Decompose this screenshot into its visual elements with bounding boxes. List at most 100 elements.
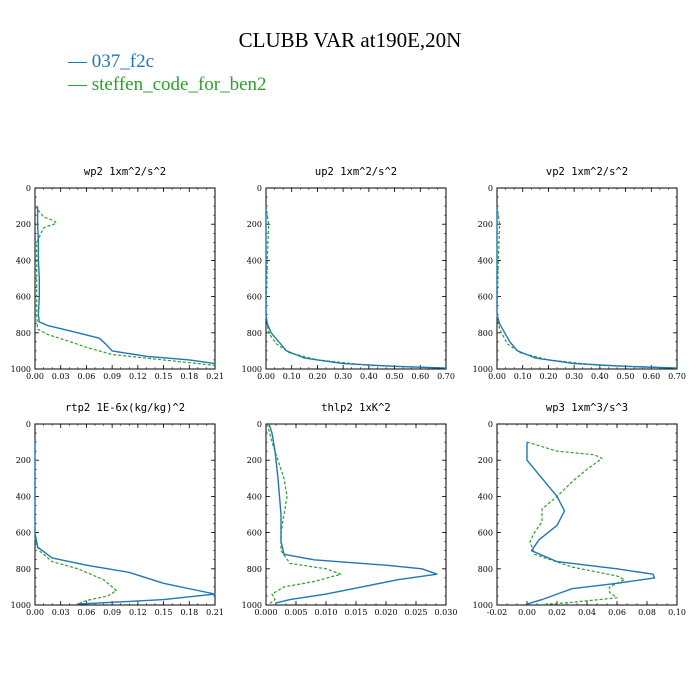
x-tick-label: 0.20 xyxy=(540,372,558,381)
legend-item-1: — steffen_code_for_ben2 xyxy=(68,74,267,95)
x-tick-label: 0.70 xyxy=(437,372,455,381)
series-line-0 xyxy=(265,206,447,369)
x-tick-label: 0.00 xyxy=(488,372,506,381)
y-tick-label: 200 xyxy=(247,456,262,465)
legend: — 037_f2c — steffen_code_for_ben2 xyxy=(68,50,267,96)
y-tick-label: 1000 xyxy=(11,601,31,610)
x-tick-label: 0.04 xyxy=(578,608,596,617)
y-tick-label: 200 xyxy=(247,220,262,229)
series-line-1 xyxy=(34,442,117,605)
x-tick-label: 0.030 xyxy=(435,608,458,617)
series-line-1 xyxy=(526,441,626,606)
x-tick-label: 0.60 xyxy=(642,372,660,381)
y-tick-label: 600 xyxy=(478,293,493,302)
x-tick-label: 0.15 xyxy=(155,372,173,381)
subplot-title: rtp2 1E-6x(kg/kg)^2 xyxy=(65,402,185,414)
x-tick-label: 0.00 xyxy=(26,372,44,381)
subplot-3: rtp2 1E-6x(kg/kg)^2 0.00 0.03 0.06 0.09 0.12 0… xyxy=(11,402,224,617)
y-tick-label: 1000 xyxy=(11,365,31,374)
x-tick-label: 0.40 xyxy=(591,372,609,381)
y-tick-label: 0 xyxy=(26,184,31,193)
x-tick-label: 0.30 xyxy=(334,372,352,381)
y-tick-label: 600 xyxy=(478,529,493,538)
y-tick-label: 600 xyxy=(247,293,262,302)
x-tick-label: 0.50 xyxy=(386,372,404,381)
y-tick-label: 0 xyxy=(257,184,262,193)
x-tick-label: 0.20 xyxy=(309,372,327,381)
x-tick-label: 0.15 xyxy=(155,608,173,617)
x-tick-label: 0.08 xyxy=(638,608,656,617)
y-tick-label: 600 xyxy=(247,529,262,538)
plot-frame xyxy=(34,187,216,370)
y-tick-label: 800 xyxy=(247,565,262,574)
series-line-1 xyxy=(266,423,342,605)
x-tick-label: 0.00 xyxy=(257,372,275,381)
y-tick-label: 400 xyxy=(247,492,262,501)
y-tick-label: 400 xyxy=(16,492,31,501)
x-tick-label: 0.005 xyxy=(285,608,308,617)
y-tick-label: 1000 xyxy=(473,601,493,610)
y-tick-label: 400 xyxy=(478,492,493,501)
figure-title: CLUBB VAR at190E,20N xyxy=(238,28,462,52)
x-tick-label: 0.025 xyxy=(405,608,428,617)
x-tick-label: 0.21 xyxy=(206,608,224,617)
y-tick-label: 800 xyxy=(16,565,31,574)
x-tick-label: 0.015 xyxy=(345,608,368,617)
y-tick-label: 1000 xyxy=(473,365,493,374)
x-tick-label: 0.18 xyxy=(180,372,198,381)
x-tick-label: 0.60 xyxy=(411,372,429,381)
x-tick-label: 0.00 xyxy=(518,608,536,617)
x-tick-label: 0.09 xyxy=(103,372,121,381)
series-line-0 xyxy=(34,442,216,605)
x-tick-label: 0.10 xyxy=(668,608,686,617)
series-line-0 xyxy=(496,206,678,369)
x-tick-label: 0.09 xyxy=(103,608,121,617)
y-tick-label: 600 xyxy=(16,293,31,302)
subplot-title: thlp2 1xK^2 xyxy=(321,402,391,414)
y-tick-label: 400 xyxy=(247,256,262,265)
x-tick-label: 0.30 xyxy=(565,372,583,381)
legend-label-1: steffen_code_for_ben2 xyxy=(91,74,267,95)
y-tick-label: 400 xyxy=(478,256,493,265)
x-tick-label: 0.10 xyxy=(514,372,532,381)
plot-frame xyxy=(34,423,216,606)
x-tick-label: 0.50 xyxy=(617,372,635,381)
x-tick-label: 0.03 xyxy=(52,372,70,381)
x-tick-label: 0.70 xyxy=(668,372,686,381)
x-tick-label: 0.18 xyxy=(180,608,198,617)
x-tick-label: 0.06 xyxy=(608,608,626,617)
y-tick-label: 0 xyxy=(26,420,31,429)
x-tick-label: 0.10 xyxy=(283,372,301,381)
y-tick-label: 800 xyxy=(247,329,262,338)
series-line-1 xyxy=(34,205,216,366)
plot-frame xyxy=(265,187,447,370)
plot-frame xyxy=(265,423,447,606)
y-tick-label: 1000 xyxy=(242,365,262,374)
y-tick-label: 200 xyxy=(16,456,31,465)
x-tick-label: 0.12 xyxy=(129,608,147,617)
y-tick-label: 800 xyxy=(478,565,493,574)
subplot-1: up2 1xm^2/s^2 0.00 0.10 0.20 0.30 0.40 0.50 0.6… xyxy=(242,166,455,381)
subplot-2: vp2 1xm^2/s^2 0.00 0.10 0.20 0.30 0.40 0.50 0.6… xyxy=(473,166,686,381)
x-tick-label: 0.010 xyxy=(315,608,338,617)
y-tick-label: 1000 xyxy=(242,601,262,610)
y-tick-label: 800 xyxy=(16,329,31,338)
y-tick-label: 800 xyxy=(478,329,493,338)
y-tick-label: 0 xyxy=(257,420,262,429)
series-line-0 xyxy=(526,442,656,605)
x-tick-label: 0.40 xyxy=(360,372,378,381)
subplot-title: up2 1xm^2/s^2 xyxy=(315,166,397,178)
x-tick-label: 0.00 xyxy=(26,608,44,617)
x-tick-label: 0.000 xyxy=(255,608,278,617)
y-tick-label: 0 xyxy=(488,420,493,429)
y-tick-label: 200 xyxy=(478,220,493,229)
x-tick-label: 0.21 xyxy=(206,372,224,381)
subplot-title: vp2 1xm^2/s^2 xyxy=(546,166,628,178)
y-tick-label: 200 xyxy=(478,456,493,465)
y-tick-label: 400 xyxy=(16,256,31,265)
subplot-title: wp2 1xm^2/s^2 xyxy=(84,166,166,178)
subplot-5: wp3 1xm^3/s^3 -0.02 0.00 0.02 0.04 0.06 0.08 0.… xyxy=(473,402,686,617)
legend-item-0: — 037_f2c xyxy=(68,51,155,72)
x-tick-label: 0.02 xyxy=(548,608,566,617)
